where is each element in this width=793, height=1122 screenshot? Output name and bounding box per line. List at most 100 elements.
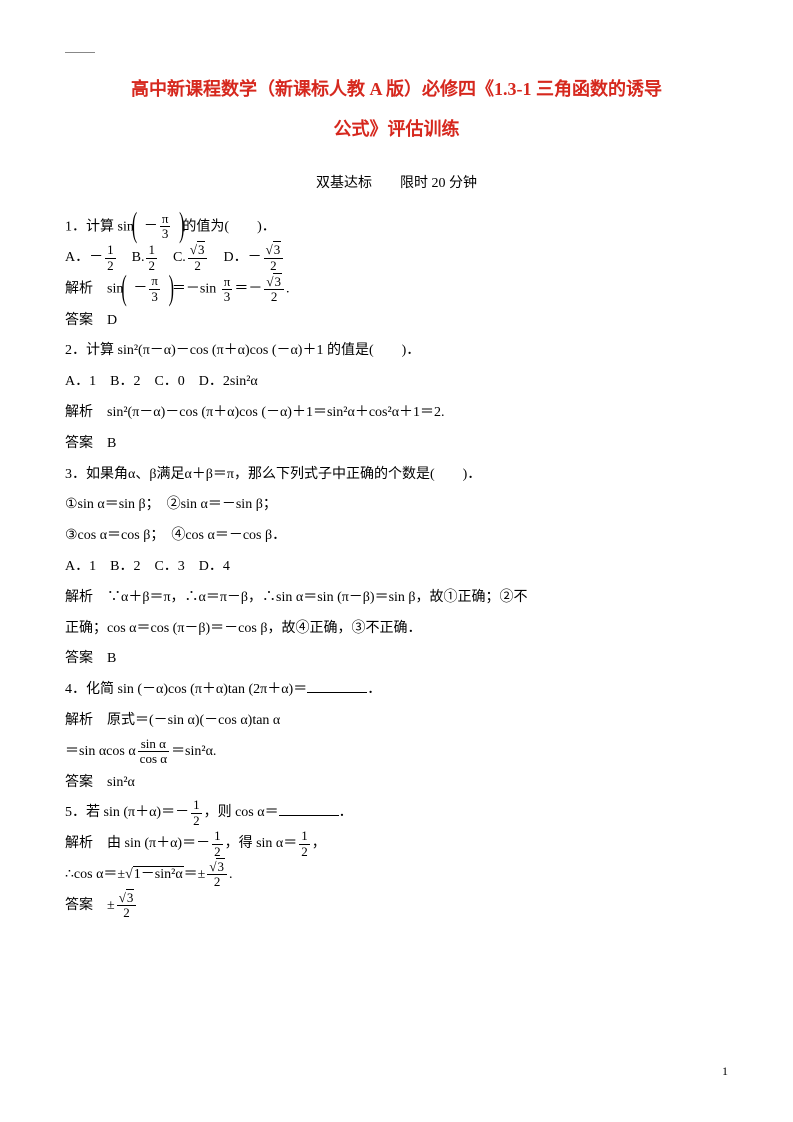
q5-a: 5．若 sin (π＋α)＝－ [65, 805, 189, 820]
frac-r3-2: 32 [117, 891, 137, 921]
sqrt: 3 [216, 858, 225, 874]
sqrt: 3 [273, 273, 282, 289]
q5-sol2b: ＝± [184, 867, 206, 882]
sol-label: 解析 [65, 590, 107, 605]
num: 1 [191, 798, 202, 813]
den: 2 [212, 845, 223, 859]
sqrt: 3 [273, 241, 282, 257]
num: π [160, 212, 171, 227]
period: ． [339, 805, 353, 820]
frac-r3-2: 32 [207, 860, 227, 890]
frac-pi-3: π3 [160, 212, 171, 242]
q3-line2: ①sin α＝sin β； ②sin α＝－sin β； [65, 490, 728, 521]
den: 2 [264, 290, 284, 304]
den: 2 [264, 259, 284, 273]
num: 1 [146, 243, 157, 258]
q1-text: 1．计算 sin [65, 220, 134, 235]
q5-sol1: 解析 由 sin (π＋α)＝－12，得 sin α＝12， [65, 829, 728, 860]
q5-sol2a: ∴cos α＝± [65, 867, 125, 882]
frac-1-2: 12 [212, 829, 223, 859]
frac-1-2: 12 [105, 243, 116, 273]
ans-label: 答案 [65, 651, 107, 666]
den: 2 [146, 259, 157, 273]
doc-title: 高中新课程数学（新课标人教 A 版）必修四《1.3-1 三角函数的诱导 公式》评… [65, 70, 728, 149]
ans-label: 答案 [65, 436, 107, 451]
q3-sol1-text: ∵α＋β＝π，∴α＝π－β，∴sin α＝sin (π－β)＝sin β，故①正… [107, 590, 528, 605]
q4-sol1: 解析 原式＝(－sin α)(－cos α)tan α [65, 706, 728, 737]
q4-sol1-text: 原式＝(－sin α)(－cos α)tan α [107, 713, 280, 728]
ans-val: B [107, 651, 116, 666]
sqrt-inner: 1－sin²α [133, 866, 184, 882]
frac-r3-2c: 32 [264, 275, 284, 305]
title-line-1: 高中新课程数学（新课标人教 A 版）必修四《1.3-1 三角函数的诱导 [131, 79, 662, 99]
period: . [229, 867, 233, 882]
den: 3 [222, 290, 233, 304]
q3-opts: A．1 B．2 C．3 D．4 [65, 552, 728, 583]
q5-answer: 答案 ±32 [65, 891, 728, 922]
num: 3 [207, 860, 227, 875]
opt-a: A．－ [65, 250, 103, 265]
den: 3 [160, 227, 171, 241]
root: 1－sin²α [125, 866, 184, 882]
period: . [286, 282, 290, 297]
num: 3 [264, 243, 284, 258]
frac: π3 [149, 274, 160, 304]
minus: － [133, 281, 147, 296]
num: 3 [117, 891, 137, 906]
den: 2 [117, 906, 137, 920]
q2-stem: 2．计算 sin²(π－α)－cos (π＋α)cos (－α)＋1 的值是( … [65, 336, 728, 367]
sol-label: 解析 [65, 282, 107, 297]
q4-sol2: ＝sin αcos αsin αcos α＝sin²α. [65, 737, 728, 768]
q1-options: A．－12 B.12 C.32 D．－32 [65, 243, 728, 274]
title-line-2: 公式》评估训练 [334, 119, 460, 139]
num: 1 [299, 829, 310, 844]
q1-solution: 解析 sin－π3＝－sin π3＝－32. [65, 274, 728, 305]
num: 3 [188, 243, 208, 258]
q3-stem: 3．如果角α、β满足α＋β＝π，那么下列式子中正确的个数是( )． [65, 460, 728, 491]
den: cos α [138, 752, 169, 766]
num: 3 [264, 275, 284, 290]
num: 1 [212, 829, 223, 844]
q4-text: 4．化简 sin (－α)cos (π＋α)tan (2π＋α)＝ [65, 682, 307, 697]
q2-answer: 答案 B [65, 429, 728, 460]
period: ． [367, 682, 381, 697]
eq2: ＝－ [234, 282, 262, 297]
q5-sol2: ∴cos α＝±1－sin²α＝±32. [65, 860, 728, 891]
frac-1-2: 12 [191, 798, 202, 828]
q3-answer: 答案 B [65, 644, 728, 675]
frac-r3-2: 32 [188, 243, 208, 273]
sol-label: 解析 [65, 836, 107, 851]
q1-suffix: 的值为( )． [182, 220, 275, 235]
frac-sin-cos: sin αcos α [138, 737, 169, 767]
ans-val: sin²α [107, 775, 135, 790]
q5-sol-b: ，得 sin α＝ [225, 836, 298, 851]
q4-stem: 4．化简 sin (－α)cos (π＋α)tan (2π＋α)＝ ． [65, 675, 728, 706]
frac-1-2: 12 [299, 829, 310, 859]
ans-label: 答案 [65, 898, 107, 913]
q1-answer: 答案 D [65, 306, 728, 337]
ans-val: B [107, 436, 116, 451]
q1-stem: 1．计算 sin －π3 的值为( )． [65, 212, 728, 243]
q4-sol2b: ＝sin²α. [171, 744, 216, 759]
q4-sol2a: ＝sin αcos α [65, 744, 136, 759]
minus: － [144, 219, 158, 234]
q2-opts: A．1 B．2 C．0 D．2sin²α [65, 367, 728, 398]
q5-stem: 5．若 sin (π＋α)＝－12，则 cos α＝． [65, 798, 728, 829]
q5-sol-c: ， [312, 836, 326, 851]
eq1: ＝－sin [172, 282, 220, 297]
blank [279, 804, 339, 816]
frac-1-2b: 12 [146, 243, 157, 273]
num: sin α [138, 737, 169, 752]
frac-pi3: π3 [222, 275, 233, 305]
q2-solution: 解析 sin²(π－α)－cos (π＋α)cos (－α)＋1＝sin²α＋c… [65, 398, 728, 429]
header-rule [65, 52, 95, 53]
q2-sol-text: sin²(π－α)－cos (π＋α)cos (－α)＋1＝sin²α＋cos²… [107, 405, 445, 420]
paren: －π3 [123, 274, 172, 305]
den: 2 [188, 259, 208, 273]
sol-label: 解析 [65, 405, 107, 420]
num: π [149, 274, 160, 289]
q3-line3: ③cos α＝cos β； ④cos α＝－cos β． [65, 521, 728, 552]
q4-answer: 答案 sin²α [65, 768, 728, 799]
q3-sol2: 正确；cos α＝cos (π－β)＝－cos β，故④正确，③不正确． [65, 614, 728, 645]
den: 2 [207, 875, 227, 889]
